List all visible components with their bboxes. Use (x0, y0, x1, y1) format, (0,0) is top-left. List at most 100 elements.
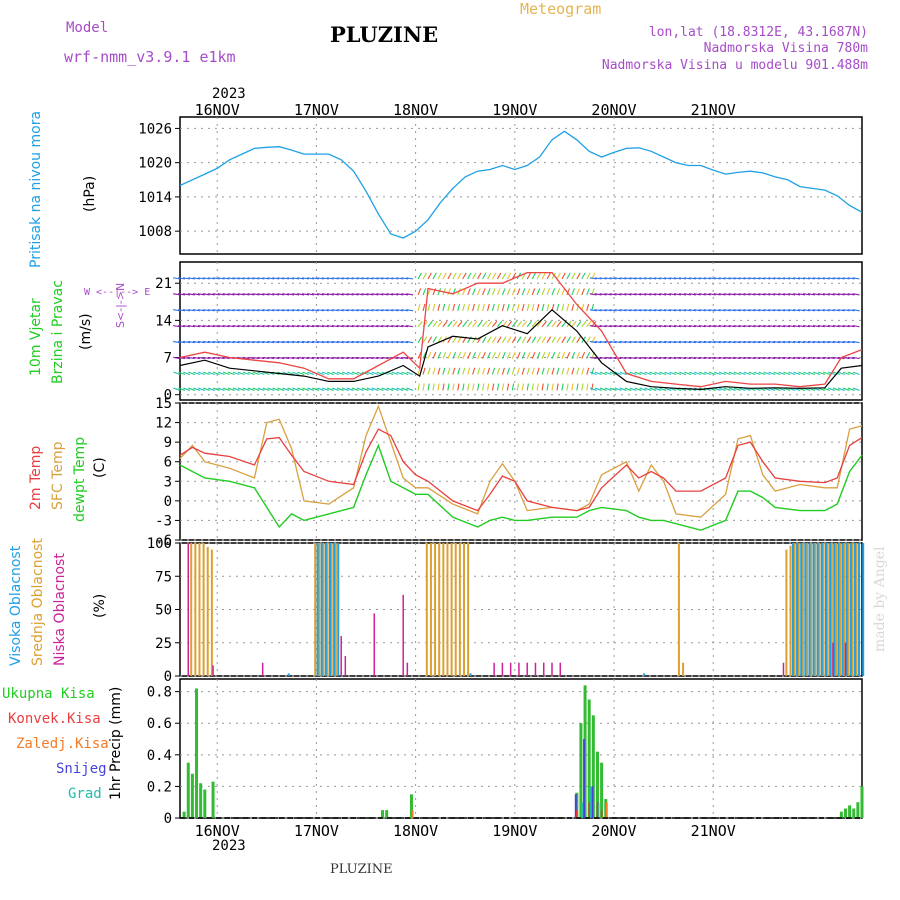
wind-barb (551, 351, 556, 359)
wind-barb (178, 387, 186, 391)
wind-barb (361, 387, 369, 391)
wind-barb (282, 309, 290, 312)
precip-frozen-label: Zaledj.Kisa (16, 736, 109, 752)
wind-frame (179, 261, 863, 401)
wind-barb (561, 288, 566, 296)
cloud-mid-bar (793, 543, 796, 676)
wind-barb (361, 356, 369, 360)
wind-barb (516, 288, 521, 296)
wind-barb (693, 340, 701, 344)
wind-barb (447, 351, 452, 359)
cloud-mid-bar (847, 543, 850, 676)
wind-barb (252, 340, 260, 344)
wind-barb (432, 272, 437, 280)
wind-barb (654, 309, 662, 312)
wind-barb (852, 356, 860, 360)
wind-barb (683, 309, 691, 312)
wind-barb (723, 324, 731, 328)
wind-barb (566, 288, 571, 296)
wind-barb (376, 293, 384, 296)
wind-barb (202, 356, 210, 360)
wind-barb (738, 324, 746, 328)
wind-barb (207, 309, 215, 312)
wind-barb (778, 324, 786, 328)
wind-barb (316, 309, 324, 312)
wind-barb (763, 293, 771, 296)
wind-barb (743, 340, 751, 344)
wind-barb (197, 340, 205, 344)
wind-barb (718, 293, 726, 296)
wind-barb (788, 309, 796, 312)
wind-barb (302, 371, 310, 376)
wind-barb (561, 320, 567, 328)
wind-barb (452, 272, 457, 280)
wind-barb (817, 293, 825, 296)
wind-barb (748, 309, 756, 312)
wind-barb (763, 324, 771, 328)
wind-barb (803, 371, 811, 376)
wind-barb (713, 293, 721, 296)
wind-barb (262, 309, 270, 312)
wind-barb (718, 340, 726, 344)
wind-barb (778, 356, 786, 360)
cloud-mid-bar (467, 543, 470, 676)
wind-barb (437, 336, 442, 343)
wind-barb (462, 383, 465, 391)
temperature-ytick-label: 15 (155, 396, 172, 412)
wind-barb (624, 293, 632, 296)
cloud-high-bar (329, 543, 331, 676)
wind-barb (684, 371, 692, 376)
wind-barb (396, 324, 404, 328)
wind-barb (472, 303, 475, 311)
wind-barb (212, 277, 220, 280)
wind-barb (812, 309, 820, 312)
wind-barb (683, 277, 691, 280)
wind-barb (312, 387, 320, 391)
wind-barb (192, 293, 200, 296)
precip-total-bar (409, 794, 413, 818)
wind-barb (698, 324, 706, 328)
wind-barb (366, 387, 374, 391)
model-label: Model (66, 20, 109, 36)
wind-barb (346, 387, 354, 391)
wind-barb (778, 277, 786, 280)
precip-conv-bar (576, 810, 578, 818)
wind-barb (802, 356, 811, 360)
wind-barb (386, 387, 394, 391)
wind-barb (361, 309, 369, 312)
wind-barb (277, 356, 285, 360)
wind-barb (222, 340, 230, 344)
wind-barb (297, 371, 305, 376)
wind-barb (366, 293, 374, 296)
wind-barb (763, 340, 771, 344)
wind-barb (292, 293, 300, 296)
wind-barb (832, 387, 840, 391)
wind-barb (556, 383, 559, 391)
wind-barb (173, 387, 181, 391)
wind-barb (506, 336, 512, 343)
wind-barb (406, 340, 414, 344)
wind-barb (599, 387, 607, 391)
wind-barb (678, 309, 687, 312)
wind-barb (654, 277, 662, 280)
wind-barb (222, 309, 230, 312)
wind-barb (237, 387, 245, 391)
wind-barb (778, 340, 786, 344)
wind-barb (173, 277, 181, 280)
wind-barb (437, 383, 440, 391)
precip-total-bar (199, 783, 203, 818)
wind-barb (442, 320, 448, 328)
wind-barb (546, 320, 552, 328)
wind-barb (619, 293, 627, 296)
wind-barb (496, 288, 501, 296)
wind-barb (693, 277, 701, 280)
wind-barb (277, 293, 285, 296)
wind-barb (576, 288, 580, 296)
wind-barb (733, 387, 741, 391)
temperature-ytick-label: -6 (155, 533, 172, 549)
day-label-top: 21NOV (691, 101, 736, 119)
wind-barb (437, 303, 441, 311)
wind-barb (576, 336, 581, 343)
wind-barb (629, 387, 637, 391)
